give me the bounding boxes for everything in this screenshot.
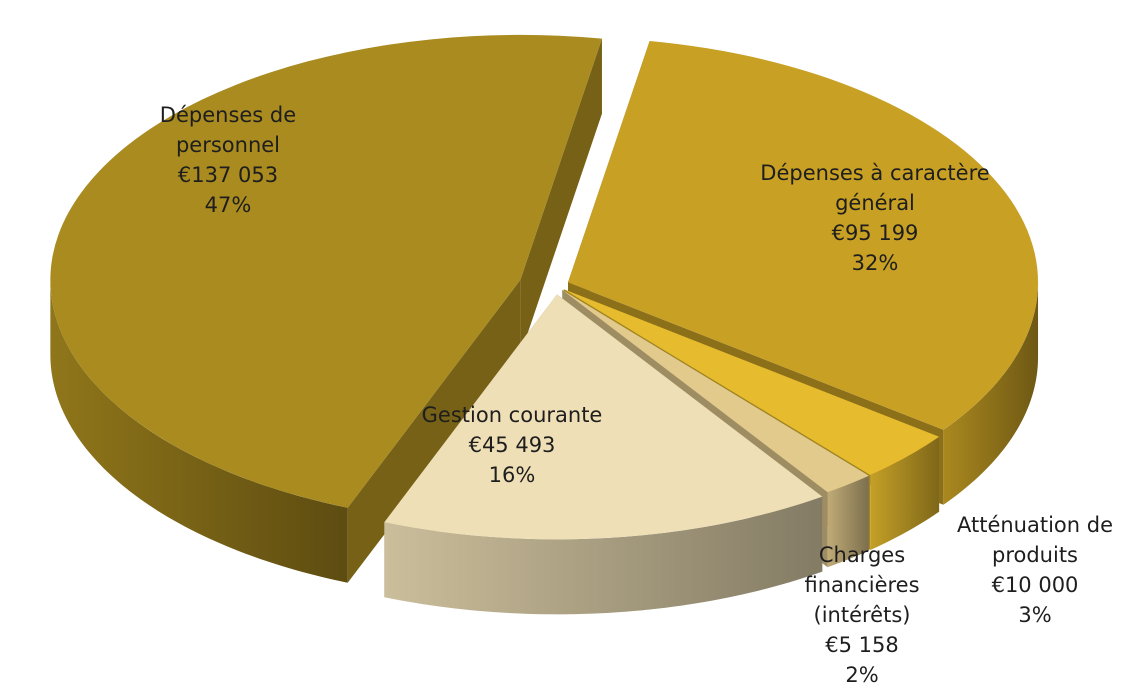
percentage-label: 2%	[845, 663, 879, 687]
slice	[562, 289, 869, 493]
slice	[384, 294, 823, 540]
slice	[563, 289, 940, 476]
category-label: Dépenses de personnel	[159, 103, 297, 157]
slice-label: Dépenses à caractère général €95 199 32%	[755, 158, 995, 278]
percentage-label: 32%	[851, 251, 899, 275]
value-label: €10 000	[991, 573, 1079, 597]
value-label: €137 053	[177, 163, 279, 187]
category-label: Charges financières (intérêts)	[804, 543, 920, 627]
percentage-label: 47%	[204, 193, 252, 217]
slice-side	[50, 281, 348, 583]
slice-label: Charges financières (intérêts) €5 158 2%	[792, 540, 932, 690]
slice-label: Atténuation de produits €10 000 3%	[935, 510, 1134, 630]
slice-side	[870, 436, 940, 551]
slice-label: Gestion courante €45 493 16%	[372, 400, 652, 490]
slice-radial-side	[347, 279, 521, 583]
category-label: Atténuation de produits	[956, 513, 1114, 567]
slice	[50, 34, 602, 508]
value-label: €45 493	[468, 433, 556, 457]
slice-side	[827, 475, 869, 568]
percentage-label: 3%	[1018, 603, 1052, 627]
value-label: €5 158	[825, 633, 899, 657]
category-label: Dépenses à caractère général	[760, 161, 990, 215]
slice-side	[384, 496, 823, 615]
slice-side	[943, 282, 1039, 505]
percentage-label: 16%	[488, 463, 536, 487]
category-label: Gestion courante	[421, 403, 603, 427]
slice	[568, 41, 1039, 430]
value-label: €95 199	[831, 221, 919, 245]
slice-label: Dépenses de personnel €137 053 47%	[133, 100, 323, 220]
slice-radial-side	[520, 38, 602, 355]
